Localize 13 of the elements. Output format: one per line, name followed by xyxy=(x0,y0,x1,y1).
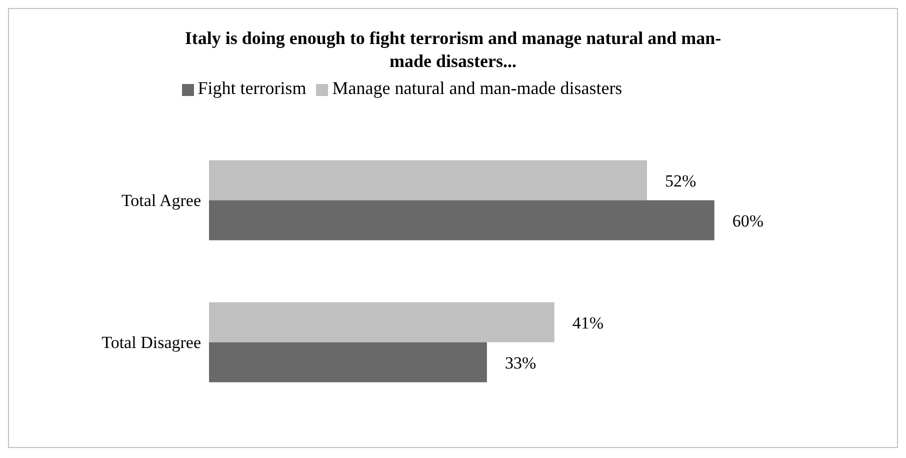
y-tick-label: Total Disagree xyxy=(102,333,201,352)
data-label: 41% xyxy=(572,313,604,332)
data-label: 52% xyxy=(664,171,696,190)
bar xyxy=(209,342,487,382)
bar xyxy=(209,160,647,200)
chart-title: Italy is doing enough to fight terrorism and manage natural and man-made disasters... xyxy=(184,27,722,73)
y-tick-label: Total Agree xyxy=(121,191,201,210)
legend-label: Fight terrorism xyxy=(198,78,306,98)
data-label: 60% xyxy=(732,211,764,230)
bar xyxy=(209,302,554,342)
bar xyxy=(209,200,714,240)
legend-label: Manage natural and man-made disasters xyxy=(332,78,622,98)
data-label: 33% xyxy=(504,353,536,372)
